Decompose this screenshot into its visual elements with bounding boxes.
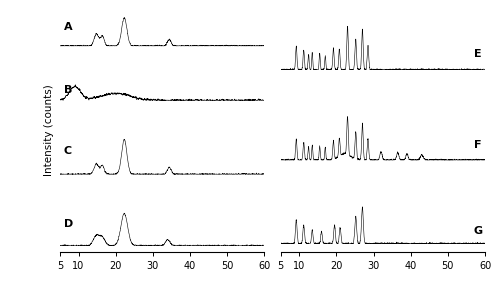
Text: C: C — [64, 146, 72, 156]
Text: F: F — [474, 140, 482, 150]
Text: E: E — [474, 50, 482, 59]
Text: D: D — [64, 219, 73, 229]
Text: G: G — [474, 226, 483, 236]
Text: A: A — [64, 22, 72, 32]
Text: B: B — [64, 85, 72, 95]
Y-axis label: Intensity (counts): Intensity (counts) — [44, 84, 54, 176]
